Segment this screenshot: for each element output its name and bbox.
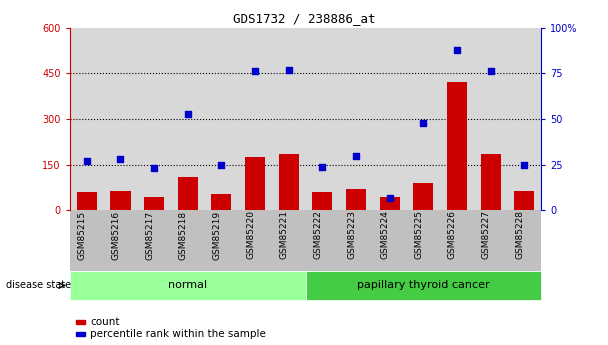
Point — [418, 120, 428, 126]
Text: GSM85217: GSM85217 — [145, 210, 154, 259]
Point — [519, 162, 529, 167]
Point — [351, 153, 361, 158]
Text: normal: normal — [168, 280, 207, 290]
Text: GSM85228: GSM85228 — [516, 210, 524, 259]
Text: percentile rank within the sample: percentile rank within the sample — [90, 329, 266, 339]
Text: GSM85224: GSM85224 — [381, 210, 390, 259]
Text: GSM85225: GSM85225 — [414, 210, 423, 259]
Point — [317, 164, 327, 169]
Text: GSM85226: GSM85226 — [448, 210, 457, 259]
Text: GDS1732 / 238886_at: GDS1732 / 238886_at — [233, 12, 375, 25]
Bar — [178, 177, 198, 210]
Text: disease state: disease state — [6, 280, 71, 290]
Point — [149, 166, 159, 171]
Text: GSM85216: GSM85216 — [111, 210, 120, 259]
Text: GSM85218: GSM85218 — [179, 210, 188, 259]
Bar — [346, 189, 366, 210]
Point — [216, 162, 226, 167]
Bar — [514, 191, 534, 210]
Bar — [413, 183, 434, 210]
Point — [284, 67, 294, 72]
Bar — [211, 194, 232, 210]
Bar — [110, 191, 131, 210]
Bar — [447, 82, 467, 210]
Point — [250, 69, 260, 74]
Point — [116, 157, 125, 162]
Bar — [313, 192, 333, 210]
Bar — [379, 197, 399, 210]
Text: GSM85223: GSM85223 — [347, 210, 356, 259]
Bar — [77, 192, 97, 210]
Point — [452, 47, 462, 52]
Text: GSM85221: GSM85221 — [280, 210, 289, 259]
Text: count: count — [90, 317, 120, 327]
Bar — [278, 154, 299, 210]
Text: GSM85215: GSM85215 — [78, 210, 87, 259]
Point — [486, 69, 496, 74]
Text: GSM85219: GSM85219 — [212, 210, 221, 259]
Bar — [480, 154, 501, 210]
Point — [82, 158, 92, 164]
Point — [385, 195, 395, 200]
Bar — [144, 197, 164, 210]
Text: papillary thyroid cancer: papillary thyroid cancer — [357, 280, 489, 290]
Bar — [245, 157, 265, 210]
Text: GSM85222: GSM85222 — [313, 210, 322, 259]
Text: GSM85220: GSM85220 — [246, 210, 255, 259]
Text: GSM85227: GSM85227 — [482, 210, 491, 259]
Point — [183, 111, 193, 116]
